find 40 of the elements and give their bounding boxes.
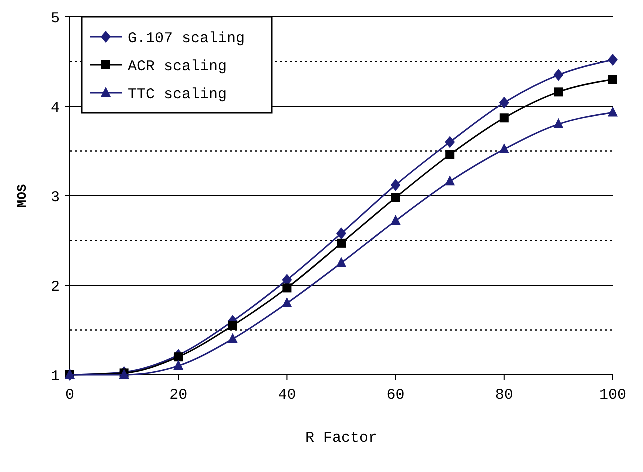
point [608, 75, 618, 84]
legend-label: ACR scaling [128, 58, 228, 76]
point [391, 193, 400, 202]
y-tick-label: 4 [50, 100, 60, 117]
point [282, 297, 292, 308]
legend-label: G.107 scaling [128, 30, 246, 48]
point [554, 118, 564, 128]
y-tick-label: 2 [50, 278, 60, 296]
y-tick-label: 5 [50, 10, 60, 28]
point [282, 284, 292, 293]
x-tick-label: 60 [386, 387, 405, 404]
point [174, 360, 184, 370]
legend-label: TTC scaling [128, 86, 228, 104]
x-tick-label: 40 [278, 387, 296, 404]
x-tick-label: 80 [495, 387, 514, 404]
point [445, 176, 456, 186]
point [336, 228, 346, 240]
point [500, 114, 509, 123]
y-axis-title: MOS [15, 184, 30, 208]
x-tick-label: 100 [599, 387, 627, 404]
point [554, 88, 564, 97]
point [608, 106, 618, 117]
x-tick-label: 20 [170, 387, 188, 404]
point [390, 215, 401, 226]
point [446, 150, 455, 160]
point [228, 321, 238, 330]
x-axis-title: R Factor [305, 430, 378, 447]
point [499, 96, 510, 109]
point [336, 257, 346, 268]
point [390, 179, 401, 192]
point [554, 69, 564, 82]
point [228, 333, 238, 344]
y-tick-label: 1 [50, 368, 60, 386]
point [174, 352, 184, 362]
x-tick-label: 0 [65, 387, 75, 404]
point [499, 143, 510, 154]
point [608, 54, 618, 66]
y-tick-label: 3 [50, 189, 60, 206]
point [337, 238, 346, 248]
point [445, 136, 456, 148]
